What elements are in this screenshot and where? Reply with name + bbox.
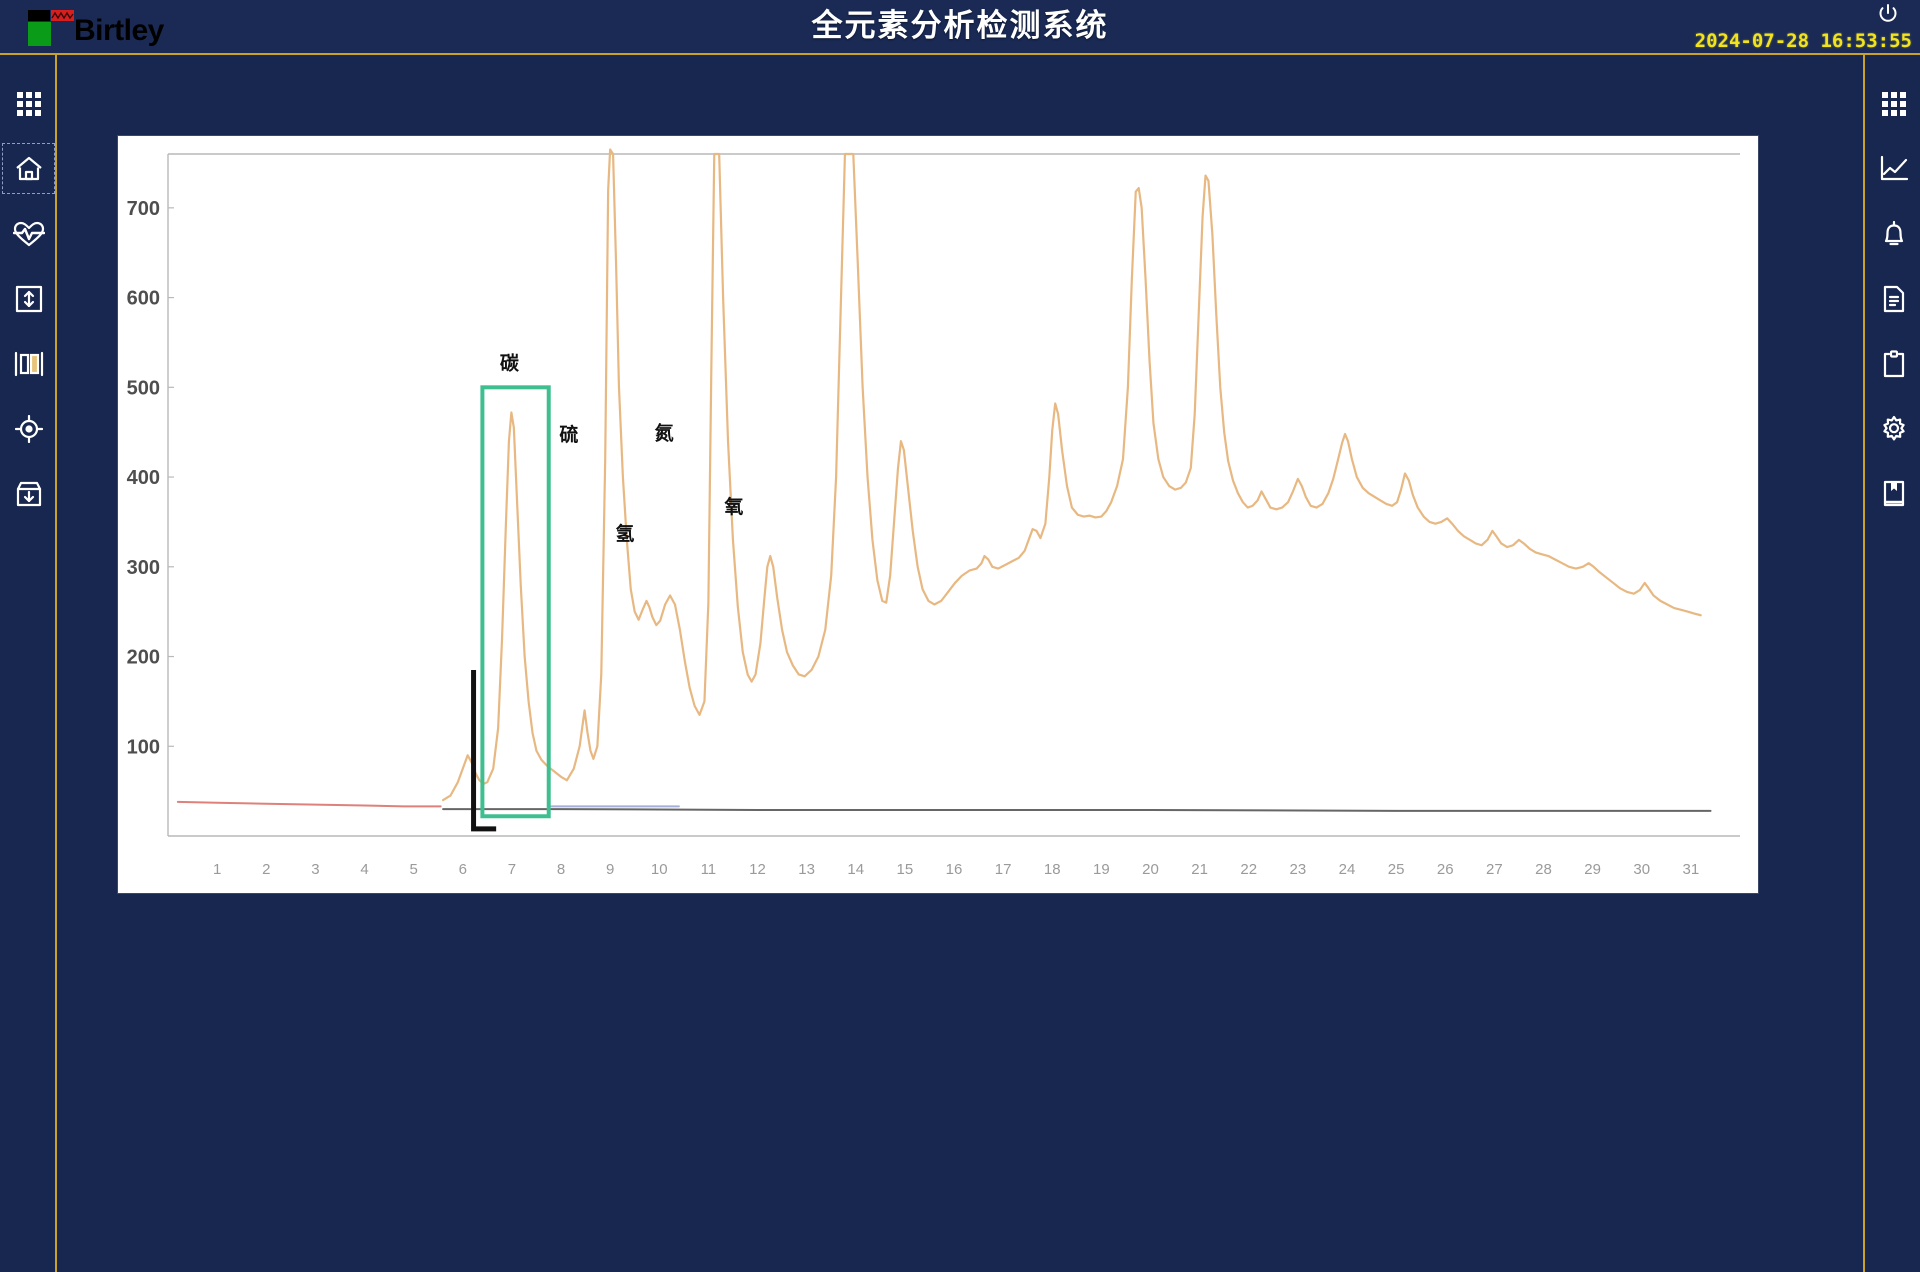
- x-tick-label: 15: [897, 861, 914, 878]
- series-baseline-dark: [442, 808, 1712, 812]
- sidebar-item-book[interactable]: [1865, 467, 1920, 520]
- x-tick-label: 30: [1633, 861, 1650, 878]
- x-tick-label: 8: [557, 861, 565, 878]
- y-tick-label: 300: [127, 557, 160, 579]
- y-tick-label: 700: [127, 198, 160, 220]
- x-tick-label: 3: [311, 861, 319, 878]
- logo-red-wave: [51, 10, 74, 21]
- sidebar-item-document[interactable]: [1865, 272, 1920, 325]
- sidebar-item-home[interactable]: [0, 142, 57, 195]
- x-tick-label: 13: [798, 861, 815, 878]
- sidebar-item-line-chart[interactable]: [1865, 142, 1920, 195]
- y-tick-label: 600: [127, 288, 160, 310]
- y-tick-label: 100: [127, 736, 160, 758]
- x-tick-label: 27: [1486, 861, 1503, 878]
- logo-green-square: [28, 22, 51, 46]
- x-tick-label: 16: [946, 861, 963, 878]
- x-tick-label: 2: [262, 861, 270, 878]
- chart-axis-frame: [167, 153, 1740, 837]
- x-tick-label: 9: [606, 861, 614, 878]
- range-bracket: [471, 669, 497, 832]
- x-tick-label: 17: [995, 861, 1012, 878]
- y-tick-label: 400: [127, 467, 160, 489]
- sidebar-item-heart-pulse[interactable]: [0, 207, 57, 260]
- x-tick-label: 29: [1584, 861, 1601, 878]
- sidebar-item-bar-chart[interactable]: [0, 337, 57, 390]
- sidebar-item-target[interactable]: [0, 402, 57, 455]
- y-tick-label: 500: [127, 377, 160, 399]
- label-nitrogen: 氮: [655, 421, 674, 444]
- sidebar-item-download-box[interactable]: [0, 467, 57, 520]
- left-sidebar: [0, 55, 57, 1272]
- logo-black-bar: [28, 10, 50, 21]
- x-tick-label: 25: [1388, 861, 1405, 878]
- right-sidebar: [1863, 55, 1920, 1272]
- label-sulfur: 硫: [559, 423, 578, 446]
- datetime-display: 2024-07-28 16:53:55: [1694, 30, 1912, 52]
- label-oxygen: 氧: [724, 495, 743, 518]
- series-baseline-red: [176, 800, 442, 808]
- x-tick-label: 26: [1437, 861, 1454, 878]
- sidebar-item-clipboard[interactable]: [1865, 337, 1920, 390]
- sidebar-item-vertical-resize[interactable]: [0, 272, 57, 325]
- x-tick-label: 14: [847, 861, 864, 878]
- x-tick-label: 7: [508, 861, 516, 878]
- x-tick-label: 20: [1142, 861, 1159, 878]
- x-tick-label: 18: [1044, 861, 1061, 878]
- series-spectrum: [442, 148, 1702, 802]
- x-tick-label: 19: [1093, 861, 1110, 878]
- page-title: 全元素分析检测系统: [811, 8, 1109, 43]
- x-tick-label: 1: [213, 861, 221, 878]
- x-tick-label: 12: [749, 861, 766, 878]
- x-tick-label: 22: [1240, 861, 1257, 878]
- x-tick-label: 10: [651, 861, 668, 878]
- sidebar-item-bell[interactable]: [1865, 207, 1920, 260]
- power-icon[interactable]: [1876, 2, 1900, 26]
- carbon-selection-box[interactable]: [480, 385, 551, 819]
- x-tick-label: 31: [1683, 861, 1700, 878]
- brand-logo: Birtley: [28, 6, 164, 48]
- label-carbon: 碳: [500, 351, 520, 374]
- sidebar-item-apps-grid[interactable]: [1865, 77, 1920, 130]
- x-tick-label: 5: [409, 861, 417, 878]
- x-tick-label: 24: [1339, 861, 1356, 878]
- x-tick-label: 21: [1191, 861, 1208, 878]
- logo-wordmark: Birtley: [74, 14, 164, 47]
- sidebar-item-apps-grid[interactable]: [0, 77, 57, 130]
- spectrum-chart-card[interactable]: 100 200 300 400 500 600 700 1 2 3 4 5 6 7 8 9 10 11 12 13 14…: [118, 136, 1758, 893]
- x-tick-label: 4: [360, 861, 368, 878]
- main-content: 100 200 300 400 500 600 700 1 2 3 4 5 6 7 8 9 10 11 12 13 14…: [59, 57, 1861, 1272]
- x-tick-label: 28: [1535, 861, 1552, 878]
- chart-background: [118, 136, 1758, 893]
- y-tick-label: 200: [127, 647, 160, 669]
- logo-marks: [28, 6, 74, 48]
- x-tick-label: 6: [459, 861, 467, 878]
- label-hydrogen: 氢: [615, 522, 634, 545]
- x-tick-label: 11: [701, 861, 717, 878]
- sidebar-item-gear[interactable]: [1865, 402, 1920, 455]
- x-tick-label: 23: [1290, 861, 1307, 878]
- app-header: Birtley 全元素分析检测系统 2024-07-28 16:53:55: [0, 0, 1920, 55]
